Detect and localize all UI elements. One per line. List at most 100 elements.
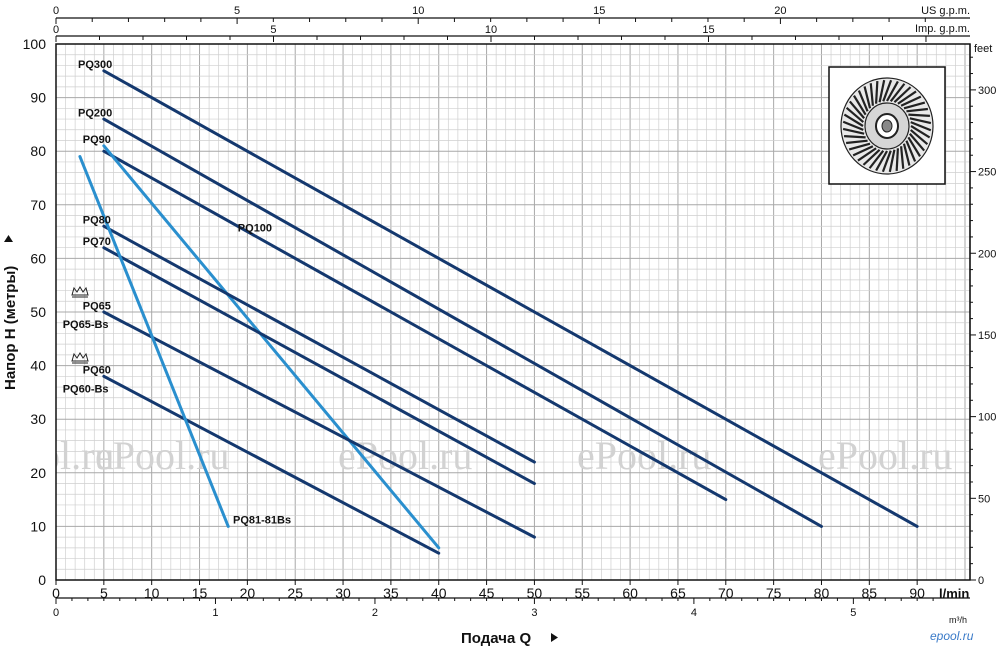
impeller-vane xyxy=(853,95,867,116)
curve-label: PQ81-81Bs xyxy=(233,515,291,527)
impeller-vane xyxy=(845,106,865,123)
feet-axis-ticks: 0 50 100 150 200 250 300 xyxy=(970,56,996,587)
x-tick-label: 75 xyxy=(766,585,782,601)
y-axis-ticks: 0 10 20 30 40 50 60 70 80 90 100 xyxy=(23,36,47,588)
series-line xyxy=(102,246,536,486)
grid xyxy=(56,44,970,580)
impeller-vane xyxy=(897,90,917,105)
y-tick-label: 30 xyxy=(30,411,46,427)
y-axis-title-text: Напор H (метры) xyxy=(2,266,19,390)
feet-tick-label: 100 xyxy=(978,412,996,424)
imp-gpm-unit-label: Imp. g.p.m. xyxy=(915,23,970,35)
feet-tick-label: 300 xyxy=(978,85,996,97)
impeller-vane xyxy=(910,121,932,132)
x-axis-title: Подача Q xyxy=(461,630,558,647)
impeller-vane xyxy=(875,150,888,172)
x-tick-label: 65 xyxy=(670,585,686,601)
impeller-vane xyxy=(882,79,893,102)
impeller-vane xyxy=(908,113,930,118)
impeller-vane xyxy=(893,86,912,104)
x-tick-label: 25 xyxy=(287,585,303,601)
impeller-vane xyxy=(910,125,931,139)
triangle-up-icon xyxy=(4,235,13,242)
x-axis-ticks: 0 5 10 15 20 25 30 35 40 45 50 55 60 65 70 75 80 85 90 xyxy=(52,580,925,601)
impeller-vane xyxy=(844,134,866,139)
series-line xyxy=(78,155,230,528)
impeller-vane xyxy=(842,120,864,131)
curve-label: PQ65 xyxy=(83,300,111,312)
watermark-text: ePool.ru xyxy=(818,433,952,478)
y-tick-label: 50 xyxy=(30,304,46,320)
impeller-vane xyxy=(863,86,872,109)
x-tick-label: 35 xyxy=(383,585,399,601)
impeller-vane xyxy=(900,95,922,107)
impeller-vane xyxy=(862,148,881,166)
m3h-tick-label: 4 xyxy=(691,607,697,619)
x-tick-label: 0 xyxy=(52,585,60,601)
impeller-vane xyxy=(868,150,885,169)
crown-icon xyxy=(71,286,89,298)
y-tick-label: 40 xyxy=(30,358,46,374)
feet-unit-label: feet xyxy=(974,43,992,55)
imp-gpm-tick-label: 0 xyxy=(53,24,59,36)
curve-label: PQ100 xyxy=(238,223,272,235)
impeller-vane xyxy=(906,107,929,113)
us-gpm-tick-label: 15 xyxy=(593,5,605,17)
y-axis-title: Напор H (метры) xyxy=(2,235,19,390)
x-tick-label: 40 xyxy=(431,585,447,601)
impeller-vane xyxy=(908,133,926,152)
x-tick-label: 5 xyxy=(100,585,108,601)
y-tick-label: 20 xyxy=(30,465,46,481)
x-tick-label: 20 xyxy=(240,585,256,601)
watermarks: ePool.ru ePool.ru ePool.ru ePool.ru ePoo… xyxy=(56,433,952,478)
impeller-vane xyxy=(909,117,932,125)
feet-tick-label: 200 xyxy=(978,248,996,260)
impeller-vane xyxy=(869,83,874,106)
y-tick-label: 10 xyxy=(30,518,46,534)
series-line xyxy=(102,310,536,539)
impeller-vane xyxy=(848,100,866,119)
curve-label: PQ90 xyxy=(83,134,111,146)
impeller-vane xyxy=(888,149,896,173)
x-tick-label: 30 xyxy=(335,585,351,601)
imp-gpm-tick-label: 5 xyxy=(270,24,276,36)
m3h-axis-ticks: 0 1 2 3 4 5 xyxy=(53,598,934,619)
watermark-text: ePool.ru xyxy=(95,433,229,478)
impeller-vane xyxy=(895,148,899,171)
x-tick-label: 80 xyxy=(814,585,830,601)
y-tick-label: 70 xyxy=(30,197,46,213)
us-gpm-unit-label: US g.p.m. xyxy=(921,5,970,17)
impeller-vane xyxy=(909,129,929,146)
impeller-vane xyxy=(907,136,921,157)
impeller-vane xyxy=(878,79,886,103)
impeller-vane xyxy=(848,142,871,151)
impeller-vane xyxy=(881,150,892,173)
impeller-vane xyxy=(886,80,899,102)
us-gpm-tick-label: 20 xyxy=(774,5,786,17)
series-line xyxy=(102,69,919,528)
series-group xyxy=(78,69,919,555)
x-tick-label: 15 xyxy=(192,585,208,601)
us-gpm-tick-label: 0 xyxy=(53,5,59,17)
impeller-vane xyxy=(843,113,864,127)
m3h-tick-label: 2 xyxy=(372,607,378,619)
x-tick-label: 70 xyxy=(718,585,734,601)
feet-tick-label: 0 xyxy=(978,575,984,587)
x-tick-label: 85 xyxy=(862,585,878,601)
m3h-tick-label: 1 xyxy=(212,607,218,619)
crown-icon xyxy=(71,352,89,364)
y-tick-label: 80 xyxy=(30,143,46,159)
x-unit-label: l/min xyxy=(939,586,969,601)
x-tick-label: 45 xyxy=(479,585,495,601)
x-tick-label: 55 xyxy=(574,585,590,601)
x-tick-label: 50 xyxy=(527,585,543,601)
impeller-vane xyxy=(842,127,865,135)
m3h-unit-label: m³/h xyxy=(949,615,967,625)
impeller-vane xyxy=(857,147,877,162)
curve-label: PQ65-Bs xyxy=(63,319,109,331)
y-tick-label: 100 xyxy=(23,36,47,52)
imp-gpm-tick-label: 15 xyxy=(702,24,714,36)
series-line xyxy=(102,144,441,550)
x-tick-label: 10 xyxy=(144,585,160,601)
